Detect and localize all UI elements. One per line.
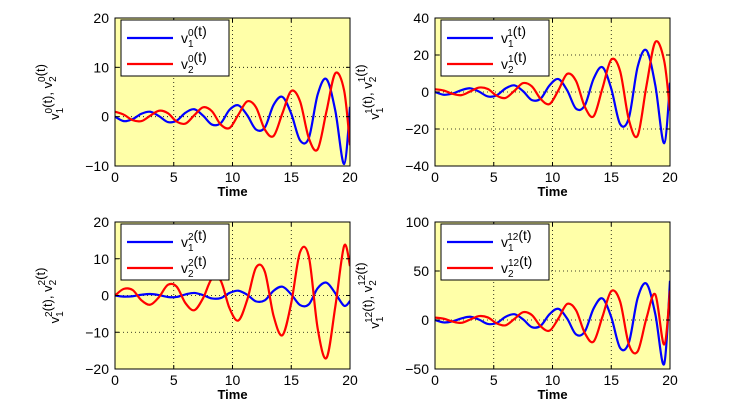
legend-label-1: v11(t) bbox=[501, 23, 526, 50]
x-tick-label: 15 bbox=[603, 169, 619, 185]
x-tick-label: 20 bbox=[342, 169, 358, 185]
x-tick-label: 5 bbox=[170, 169, 178, 185]
x-tick-label: 0 bbox=[431, 169, 439, 185]
series-line-2 bbox=[435, 289, 670, 355]
y-tick-label: 0 bbox=[101, 288, 109, 304]
chart-panel-3: 0 5 10 15 20 −20 −10 0 10 20 Time v12(t), v22(t) v12… bbox=[33, 214, 358, 402]
y-tick-label: −50 bbox=[405, 361, 429, 377]
y-tick-label: −10 bbox=[85, 158, 109, 174]
y-tick-label: 20 bbox=[93, 214, 109, 230]
y-tick-label: 40 bbox=[413, 10, 429, 26]
x-tick-label: 5 bbox=[490, 169, 498, 185]
y-tick-label: −10 bbox=[85, 324, 109, 340]
y-axis-label: v11(t), v21(t) bbox=[353, 64, 386, 119]
x-tick-label: 20 bbox=[662, 372, 678, 388]
legend-label-1: v12(t) bbox=[181, 227, 207, 254]
y-tick-label: 0 bbox=[421, 312, 429, 328]
x-tick-label: 10 bbox=[545, 372, 561, 388]
y-tick-label: −20 bbox=[85, 361, 109, 377]
legend-label-2: v22(t) bbox=[181, 253, 207, 280]
chart-panel-2: 0 5 10 15 20 −40 −20 0 20 40 Time v11(t), v21(t) v11… bbox=[353, 10, 678, 199]
x-axis-label: Time bbox=[537, 184, 567, 199]
y-tick-label: 20 bbox=[413, 47, 429, 63]
legend-box bbox=[440, 19, 550, 77]
y-axis-label: v12(t), v22(t) bbox=[33, 268, 66, 324]
series-line-2 bbox=[435, 40, 670, 139]
x-tick-label: 5 bbox=[490, 372, 498, 388]
y-axis-label: v10(t), v20(t) bbox=[33, 64, 66, 120]
legend-box bbox=[440, 223, 550, 281]
x-tick-label: 0 bbox=[431, 372, 439, 388]
legend-label-2: v21(t) bbox=[501, 49, 527, 76]
x-axis-label: Time bbox=[217, 387, 247, 402]
y-tick-label: 100 bbox=[406, 214, 430, 230]
y-tick-label: 0 bbox=[421, 84, 429, 100]
x-axis-label: Time bbox=[537, 387, 567, 402]
legend-box bbox=[120, 223, 230, 281]
y-tick-label: 10 bbox=[93, 251, 109, 267]
x-tick-label: 20 bbox=[662, 169, 678, 185]
x-tick-label: 10 bbox=[225, 169, 241, 185]
series-line-2 bbox=[115, 71, 350, 152]
x-tick-label: 15 bbox=[283, 169, 299, 185]
x-tick-label: 10 bbox=[545, 169, 561, 185]
legend-label-1: v112(t) bbox=[501, 227, 532, 254]
y-tick-label: 10 bbox=[93, 59, 109, 75]
legend-box bbox=[120, 19, 230, 77]
x-tick-label: 0 bbox=[111, 169, 119, 185]
y-axis-label: v112(t), v212(t) bbox=[353, 262, 386, 328]
x-tick-label: 15 bbox=[283, 372, 299, 388]
x-tick-label: 10 bbox=[225, 372, 241, 388]
legend-label-2: v20(t) bbox=[181, 49, 207, 76]
legend-label-1: v10(t) bbox=[181, 23, 207, 50]
legend-label-2: v212(t) bbox=[501, 253, 532, 280]
x-tick-label: 0 bbox=[111, 372, 119, 388]
x-tick-label: 15 bbox=[603, 372, 619, 388]
x-tick-label: 20 bbox=[342, 372, 358, 388]
y-tick-label: 0 bbox=[101, 109, 109, 125]
x-tick-label: 5 bbox=[170, 372, 178, 388]
series-line-2 bbox=[115, 243, 350, 360]
y-tick-label: −40 bbox=[405, 158, 429, 174]
x-axis-label: Time bbox=[217, 184, 247, 199]
y-tick-label: 50 bbox=[413, 263, 429, 279]
y-tick-label: 20 bbox=[93, 10, 109, 26]
y-tick-label: −20 bbox=[405, 121, 429, 137]
